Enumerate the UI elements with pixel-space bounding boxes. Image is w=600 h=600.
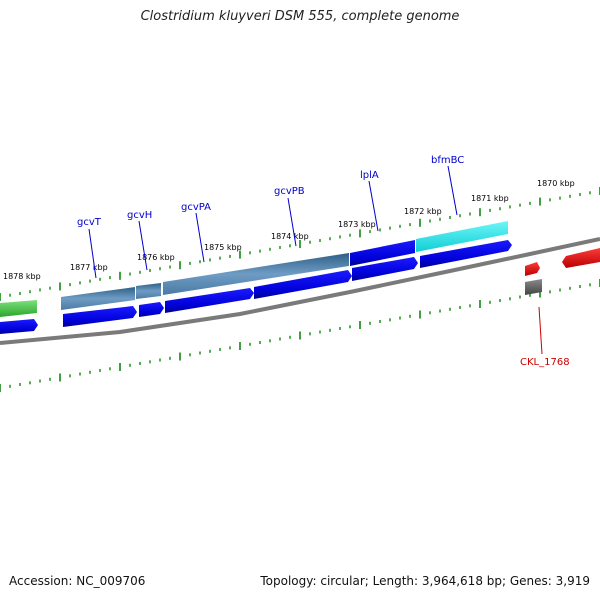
- gene-feature-lplA-upper[interactable]: [350, 240, 415, 266]
- tick-label: 1872 kbp: [404, 207, 442, 216]
- scale-ruler-lower: [0, 279, 600, 392]
- gene-arrow[interactable]: [0, 319, 38, 334]
- gene-label-gcvH[interactable]: gcvH: [127, 210, 152, 221]
- gene-arrow-gcvH[interactable]: [139, 302, 164, 317]
- label-leader-CKL_1768: [538, 306, 543, 355]
- scale-ruler-upper: [0, 187, 600, 301]
- gene-label-gcvPB[interactable]: gcvPB: [274, 186, 305, 197]
- tick-label: 1876 kbp: [137, 253, 175, 262]
- gene-feature-CKL_1768[interactable]: [525, 279, 542, 295]
- gene-arrow-gcvPA[interactable]: [165, 288, 254, 313]
- tick-label: 1871 kbp: [471, 194, 509, 203]
- operon-segment[interactable]: [163, 253, 349, 295]
- gene-label-bfmBC[interactable]: bfmBC: [431, 155, 464, 166]
- genome-stats-text: Topology: circular; Length: 3,964,618 bp…: [260, 574, 590, 588]
- gene-label-lplA[interactable]: lplA: [360, 170, 379, 181]
- label-leaders: [88, 165, 458, 279]
- gene-arrow-red-large[interactable]: [562, 248, 600, 268]
- map-title: Clostridium kluyveri DSM 555, complete g…: [140, 9, 460, 24]
- gene-arrow-gcvT[interactable]: [63, 306, 137, 327]
- tick-label: 1878 kbp: [3, 272, 41, 281]
- tick-label: 1873 kbp: [338, 220, 376, 229]
- gene-feature-green[interactable]: [0, 300, 37, 317]
- operon-segment[interactable]: [136, 283, 161, 299]
- operon-segment[interactable]: [61, 287, 135, 310]
- gene-arrow-gcvPB[interactable]: [254, 270, 352, 299]
- gene-arrow-lplA[interactable]: [352, 257, 418, 281]
- gene-label-gcvPA[interactable]: gcvPA: [181, 202, 211, 213]
- gene-feature-bfmBC[interactable]: [416, 221, 508, 252]
- genome-backbone: [0, 237, 600, 345]
- gene-label-CKL_1768[interactable]: CKL_1768: [520, 357, 570, 368]
- tick-label: 1874 kbp: [271, 232, 309, 241]
- gene-arrow-bfmBC[interactable]: [420, 240, 512, 268]
- accession-text: Accession: NC_009706: [9, 574, 146, 588]
- scale-labels: 1878 kbp 1877 kbp 1876 kbp 1875 kbp 1874…: [3, 179, 575, 281]
- tick-label: 1870 kbp: [537, 179, 575, 188]
- tick-label: 1877 kbp: [70, 263, 108, 272]
- gene-label-gcvT[interactable]: gcvT: [77, 217, 102, 228]
- tick-label: 1875 kbp: [204, 243, 242, 252]
- gene-arrow-red-small[interactable]: [525, 262, 540, 276]
